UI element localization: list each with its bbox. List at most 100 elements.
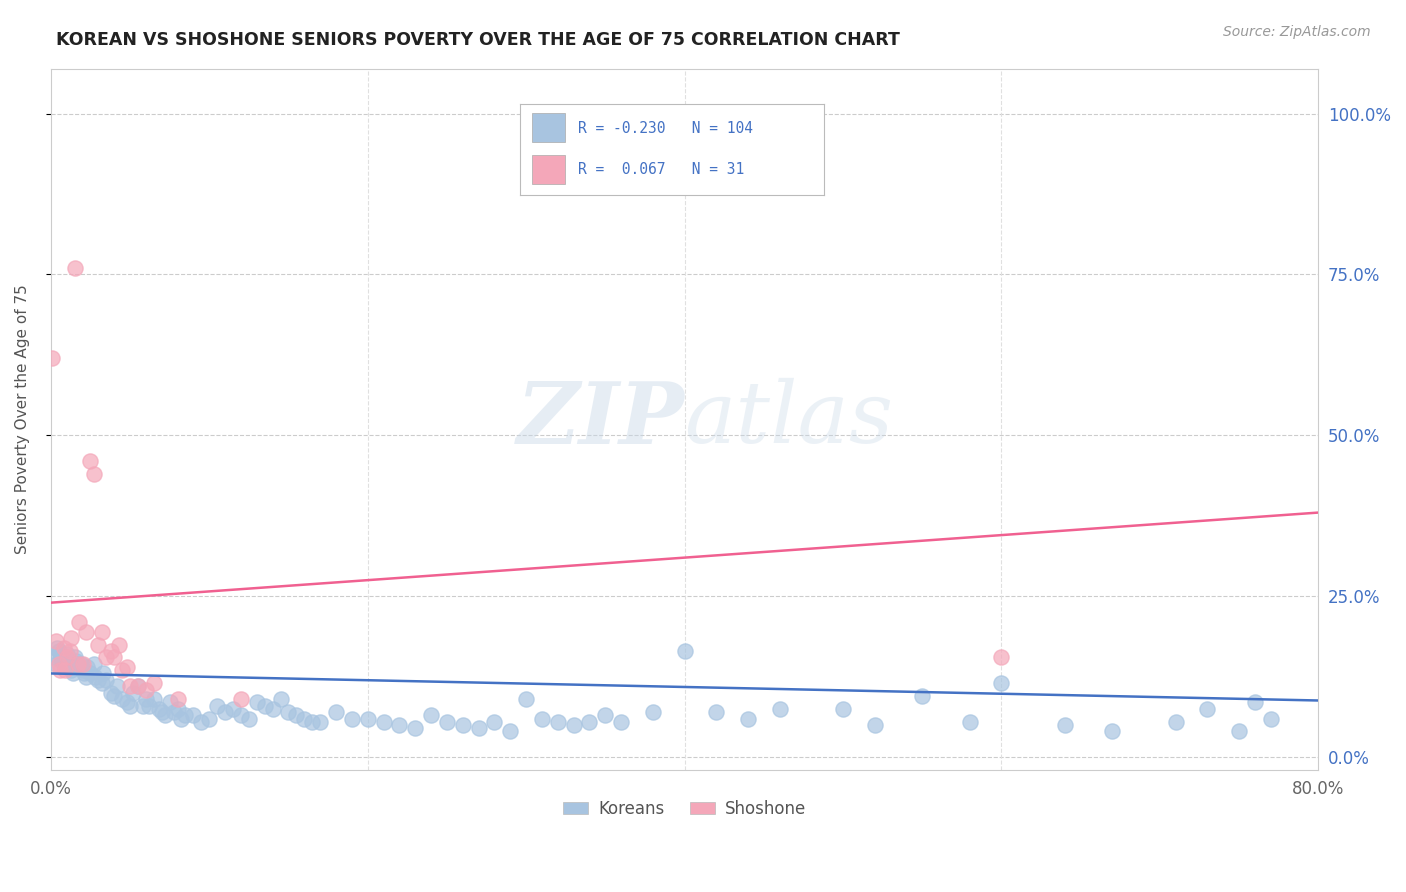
Point (118, 679, 141, 693)
Point (1053, 718, 1076, 732)
Point (87, 638, 110, 652)
Point (63, 260, 86, 275)
Point (357, 712, 380, 726)
Point (72, 657, 94, 671)
Point (183, 708, 205, 723)
Point (229, 708, 252, 723)
Point (51, 654, 73, 668)
Point (547, 714, 569, 729)
Point (150, 705, 173, 719)
Point (832, 702, 855, 716)
Point (103, 689, 125, 703)
Point (163, 705, 186, 719)
Text: KOREAN VS SHOSHONE SENIORS POVERTY OVER THE AGE OF 75 CORRELATION CHART: KOREAN VS SHOSHONE SENIORS POVERTY OVER … (56, 31, 900, 49)
Point (132, 698, 155, 713)
Point (1101, 724, 1123, 739)
Point (499, 724, 522, 739)
Point (325, 705, 347, 719)
Point (52, 657, 75, 671)
Point (222, 702, 245, 716)
Point (42, 650, 65, 665)
Point (135, 692, 157, 706)
Point (83, 467, 105, 481)
Point (65, 654, 87, 668)
Point (90, 676, 112, 690)
Point (1227, 724, 1250, 739)
Point (55, 650, 77, 665)
Text: atlas: atlas (685, 378, 894, 460)
Point (49, 663, 72, 677)
Point (285, 708, 308, 723)
Point (127, 679, 149, 693)
Point (270, 692, 292, 706)
Point (911, 689, 934, 703)
Point (309, 714, 332, 729)
Point (959, 714, 981, 729)
Point (436, 714, 458, 729)
Point (63, 650, 86, 665)
Point (111, 692, 134, 706)
Point (229, 692, 252, 706)
Point (205, 698, 228, 713)
Y-axis label: Seniors Poverty Over the Age of 75: Seniors Poverty Over the Age of 75 (15, 285, 30, 554)
Point (84, 670, 107, 684)
Point (135, 682, 157, 697)
Point (214, 705, 236, 719)
Point (768, 702, 790, 716)
Point (246, 695, 269, 709)
Point (53, 663, 76, 677)
Point (373, 714, 395, 729)
Point (76, 660, 98, 674)
Point (115, 695, 138, 709)
Point (79, 666, 101, 681)
Point (1260, 712, 1282, 726)
Point (83, 657, 105, 671)
Point (578, 714, 600, 729)
Point (388, 718, 411, 732)
Point (737, 712, 759, 726)
Point (451, 718, 474, 732)
Point (45, 657, 67, 671)
Point (190, 714, 212, 729)
Point (96, 673, 118, 687)
Point (75, 670, 97, 684)
Point (990, 676, 1012, 690)
Point (153, 708, 176, 723)
Point (142, 692, 165, 706)
Point (49, 647, 72, 661)
Point (79, 454, 101, 468)
Point (148, 702, 170, 716)
Point (100, 644, 122, 658)
Point (66, 657, 89, 671)
Point (301, 714, 323, 729)
Point (170, 712, 193, 726)
Point (610, 714, 633, 729)
Point (91, 666, 114, 681)
Point (55, 647, 77, 661)
Point (238, 712, 260, 726)
Point (1164, 714, 1187, 729)
Point (198, 712, 221, 726)
Point (67, 660, 90, 674)
Point (90, 624, 112, 639)
Point (55, 654, 77, 668)
Point (166, 702, 188, 716)
Point (111, 663, 134, 677)
Point (62, 666, 84, 681)
Point (46, 640, 69, 655)
Point (103, 650, 125, 665)
Point (166, 692, 188, 706)
Point (100, 686, 122, 700)
Point (87, 673, 110, 687)
Point (595, 708, 617, 723)
Text: ZIP: ZIP (516, 377, 685, 461)
Point (641, 705, 664, 719)
Point (142, 676, 165, 690)
Point (1244, 695, 1267, 709)
Point (53, 650, 76, 665)
Point (515, 692, 537, 706)
Point (48, 644, 70, 658)
Point (66, 657, 89, 671)
Point (863, 718, 886, 732)
Point (67, 615, 90, 629)
